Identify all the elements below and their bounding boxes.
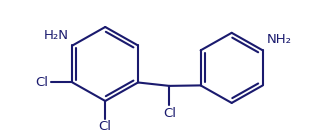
- Text: Cl: Cl: [163, 107, 176, 120]
- Text: NH₂: NH₂: [267, 33, 292, 46]
- Text: H₂N: H₂N: [43, 29, 69, 42]
- Text: Cl: Cl: [35, 76, 49, 89]
- Text: Cl: Cl: [99, 120, 112, 133]
